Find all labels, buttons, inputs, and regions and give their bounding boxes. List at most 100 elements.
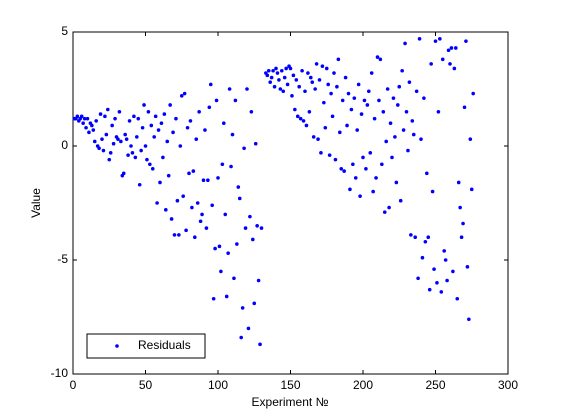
point bbox=[326, 82, 331, 87]
point bbox=[338, 130, 342, 135]
point bbox=[197, 110, 201, 114]
point bbox=[124, 137, 129, 141]
point bbox=[417, 37, 422, 41]
point bbox=[155, 201, 159, 205]
point bbox=[133, 155, 138, 160]
point bbox=[388, 121, 393, 125]
point bbox=[174, 116, 178, 121]
point bbox=[153, 114, 158, 119]
point bbox=[400, 68, 404, 73]
point bbox=[126, 153, 130, 157]
point bbox=[108, 151, 113, 155]
point bbox=[381, 110, 386, 114]
point bbox=[216, 176, 220, 180]
point bbox=[442, 249, 447, 253]
point bbox=[384, 139, 389, 144]
markers bbox=[72, 37, 476, 347]
point bbox=[275, 71, 280, 75]
point bbox=[81, 121, 85, 125]
point bbox=[224, 294, 229, 299]
point bbox=[351, 162, 355, 167]
point bbox=[159, 121, 164, 125]
point bbox=[181, 194, 185, 198]
point bbox=[175, 198, 180, 203]
point bbox=[220, 162, 225, 167]
point bbox=[335, 84, 339, 89]
point bbox=[79, 114, 84, 119]
y-tick-label: -10 bbox=[51, 366, 69, 380]
point bbox=[158, 180, 162, 185]
point bbox=[194, 137, 199, 141]
point bbox=[414, 89, 419, 94]
plot-area bbox=[72, 31, 509, 375]
point bbox=[451, 269, 455, 274]
point bbox=[204, 226, 209, 230]
point bbox=[179, 94, 184, 98]
point bbox=[349, 107, 354, 112]
point bbox=[391, 96, 396, 100]
point bbox=[252, 301, 257, 306]
point bbox=[113, 116, 117, 121]
point bbox=[382, 210, 387, 214]
point bbox=[127, 119, 132, 123]
x-tick-label: 200 bbox=[353, 378, 373, 392]
point bbox=[164, 208, 168, 212]
point bbox=[385, 87, 390, 91]
point bbox=[259, 226, 264, 230]
x-tick-label: 300 bbox=[498, 378, 518, 392]
point bbox=[232, 276, 236, 281]
point bbox=[372, 116, 377, 121]
point bbox=[219, 269, 223, 274]
point bbox=[184, 228, 188, 233]
point bbox=[394, 180, 399, 185]
point bbox=[203, 128, 207, 132]
point bbox=[90, 123, 94, 128]
point bbox=[266, 68, 271, 73]
point bbox=[271, 68, 275, 73]
point bbox=[253, 141, 258, 146]
point bbox=[152, 135, 156, 139]
point bbox=[355, 128, 360, 132]
point bbox=[143, 144, 148, 148]
point bbox=[410, 119, 415, 123]
point bbox=[448, 62, 452, 66]
point bbox=[469, 187, 474, 192]
point bbox=[306, 71, 310, 75]
point bbox=[285, 82, 290, 87]
point bbox=[85, 116, 90, 121]
point bbox=[284, 66, 288, 71]
point bbox=[217, 244, 222, 249]
point bbox=[464, 39, 468, 43]
point bbox=[281, 89, 286, 94]
point bbox=[404, 110, 409, 114]
point bbox=[359, 112, 364, 116]
point bbox=[295, 114, 300, 119]
point bbox=[100, 137, 104, 141]
point bbox=[435, 281, 439, 285]
point bbox=[130, 151, 135, 155]
point bbox=[390, 155, 394, 160]
point bbox=[440, 57, 445, 62]
x-tick-label: 150 bbox=[280, 378, 300, 392]
point bbox=[198, 219, 203, 224]
point bbox=[364, 167, 368, 171]
legend-label: Residuals bbox=[138, 338, 191, 352]
point bbox=[166, 173, 171, 178]
point bbox=[452, 66, 457, 71]
point bbox=[320, 64, 325, 68]
point bbox=[422, 96, 426, 100]
point bbox=[103, 114, 107, 119]
point bbox=[439, 290, 444, 294]
point bbox=[213, 246, 217, 251]
point bbox=[98, 112, 103, 116]
point bbox=[222, 121, 226, 125]
point bbox=[104, 132, 109, 137]
point bbox=[171, 130, 175, 135]
point bbox=[461, 221, 465, 226]
point bbox=[446, 48, 451, 53]
point bbox=[387, 205, 391, 210]
point bbox=[207, 105, 212, 110]
point bbox=[303, 89, 307, 94]
point bbox=[393, 135, 397, 139]
point bbox=[94, 119, 98, 123]
